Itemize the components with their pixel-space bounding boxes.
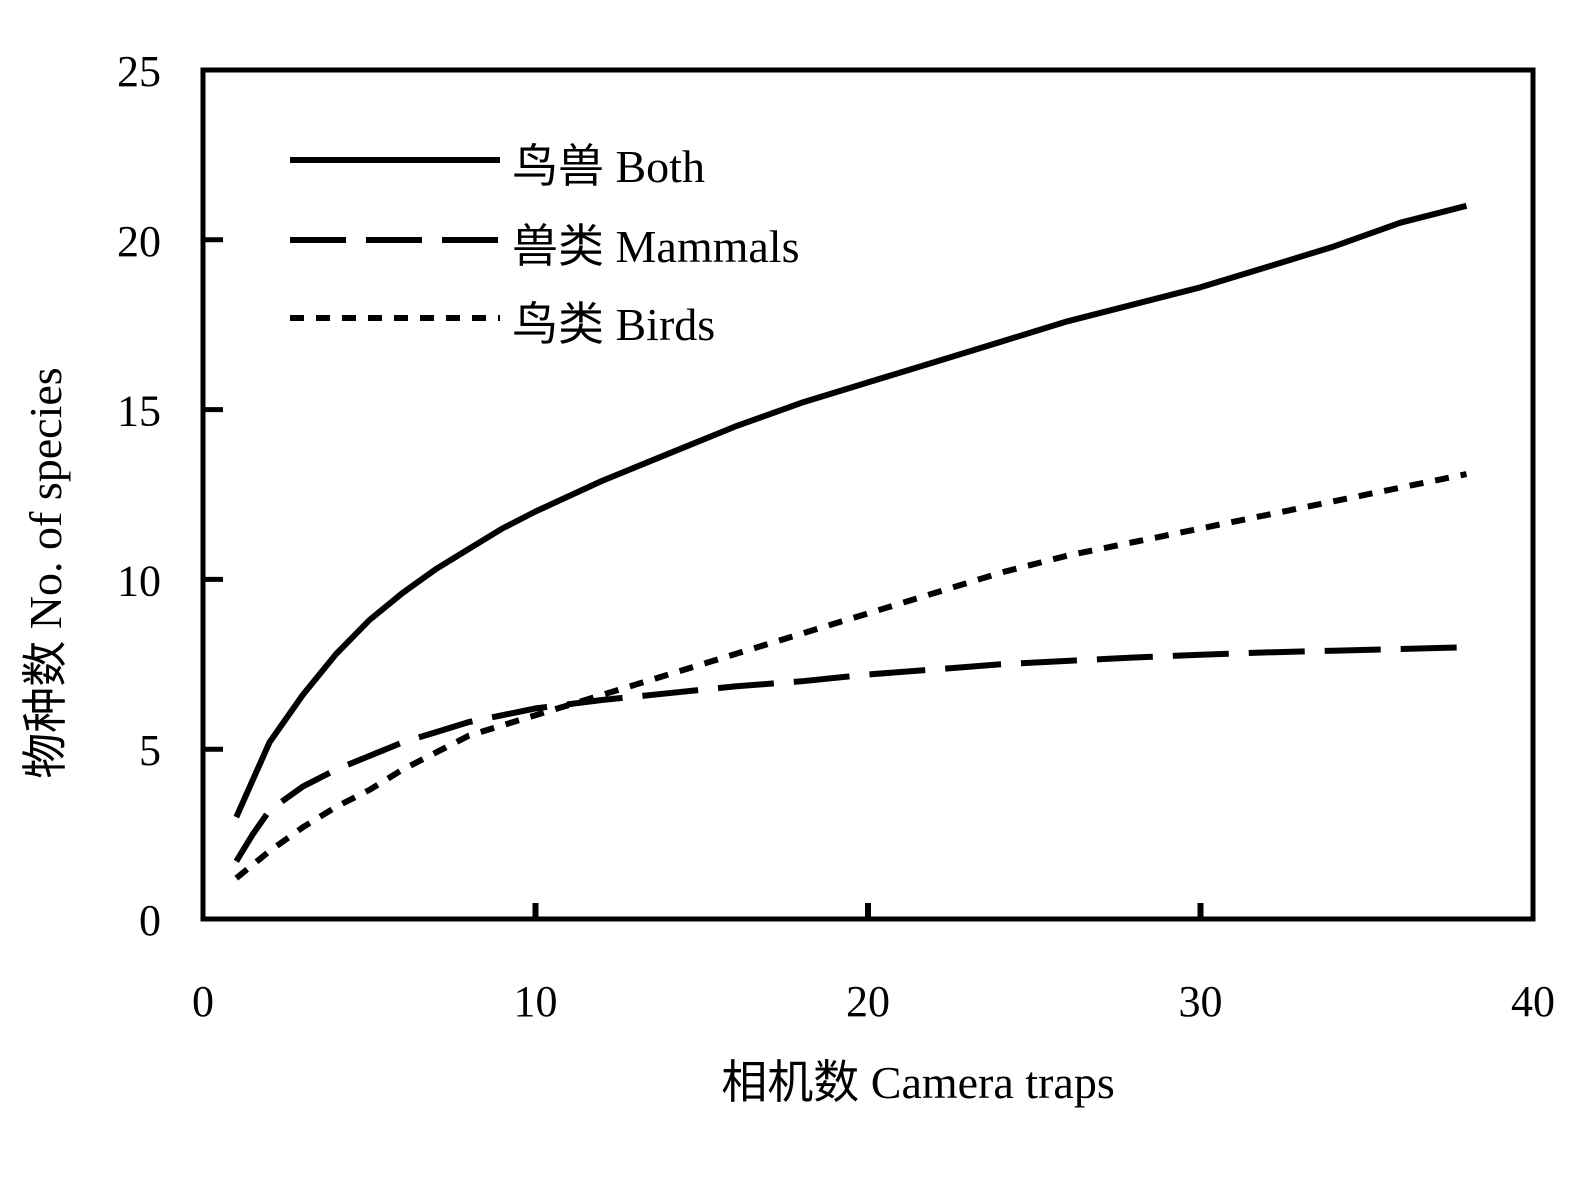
- y-tick-label: 25: [117, 47, 161, 96]
- legend-label-mammals: 兽类 Mammals: [512, 221, 799, 272]
- plot-frame: [200, 67, 1536, 922]
- legend-label-both: 鸟兽 Both: [512, 141, 705, 192]
- x-tick-label: 10: [514, 977, 558, 1026]
- legend-label-birds: 鸟类 Birds: [512, 299, 715, 350]
- x-tick-label: 0: [192, 977, 214, 1026]
- y-tick-label: 10: [117, 556, 161, 605]
- y-tick-label: 0: [139, 896, 161, 945]
- x-axis-title: 相机数 Camera traps: [721, 1057, 1114, 1108]
- x-tick-label: 40: [1511, 977, 1555, 1026]
- x-tick-label: 30: [1179, 977, 1223, 1026]
- series-line-mammals: [233, 644, 1467, 863]
- series-line-birds: [234, 471, 1468, 881]
- x-tick-label: 20: [846, 977, 890, 1026]
- y-axis-title: 物种数 No. of species: [20, 367, 71, 778]
- y-tick-label: 15: [117, 387, 161, 436]
- legend: 鸟兽 Both 兽类 Mammals 鸟类 Birds: [290, 141, 799, 350]
- y-tick-label: 20: [117, 217, 161, 266]
- series-line-both: [233, 202, 1468, 819]
- y-tick-label: 5: [139, 726, 161, 775]
